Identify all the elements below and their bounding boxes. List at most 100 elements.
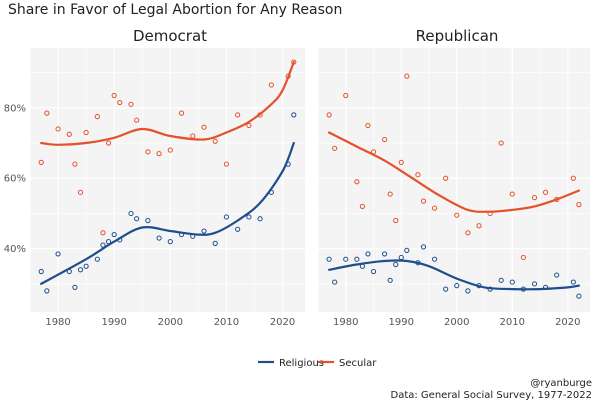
republican-x-tick-label: 1990 (389, 317, 414, 328)
democrat-secular-point (134, 117, 140, 123)
republican-secular-point (570, 175, 576, 181)
democrat-secular-point (128, 101, 134, 107)
republican-panel-background (318, 48, 590, 312)
democrat-religious-point (235, 226, 241, 232)
democrat-secular-point (235, 112, 241, 118)
legend-label-secular: Secular (339, 358, 377, 369)
democrat-religious-point (55, 251, 61, 257)
democrat-panel-title: Democrat (133, 27, 207, 45)
democrat-secular-point (100, 230, 106, 236)
y-tick-label: 80% (4, 103, 26, 114)
democrat-secular-point (55, 126, 61, 132)
republican-secular-point (354, 179, 360, 185)
republican-religious-point (420, 244, 427, 250)
democrat-secular-point (201, 124, 207, 130)
republican-x-tick-label: 1980 (333, 317, 358, 328)
democrat-religious-point (77, 267, 84, 273)
republican-secular-point (531, 195, 538, 201)
republican-religious-point (443, 286, 449, 292)
democrat-secular-point (156, 151, 162, 157)
republican-religious-point (343, 256, 349, 262)
democrat-religious-point (212, 240, 218, 246)
democrat-secular-point (38, 159, 44, 165)
republican-religious-point (576, 293, 582, 299)
democrat-x-tick-label: 2010 (214, 317, 239, 328)
republican-religious-point (332, 279, 338, 285)
republican-secular-point (387, 191, 393, 197)
y-tick-label: 60% (4, 174, 26, 185)
democrat-religious-point (246, 214, 252, 220)
republican-secular-point (454, 212, 460, 218)
democrat-religious-point (201, 228, 207, 234)
democrat-secular-point (117, 99, 123, 106)
democrat-x-tick-label: 2020 (270, 317, 295, 328)
republican-religious-point (365, 251, 371, 257)
democrat-secular-point (145, 149, 151, 155)
democrat-religious-point (291, 112, 297, 118)
democrat-religious-point (111, 231, 117, 238)
democrat-religious-trend-line (40, 141, 295, 285)
republican-religious-point (354, 256, 360, 262)
republican-religious-point (387, 277, 393, 283)
democrat-religious-point (128, 210, 134, 217)
democrat-secular-point (212, 138, 218, 144)
republican-religious-point (382, 251, 388, 257)
republican-x-tick-label: 2020 (555, 317, 580, 328)
democrat-secular-point (72, 161, 78, 167)
democrat-secular-point (105, 140, 112, 146)
democrat-secular-point (246, 122, 252, 129)
democrat-religious-point (145, 217, 151, 224)
republican-secular-point (398, 159, 404, 165)
republican-secular-point (443, 175, 449, 181)
republican-secular-trend-line (328, 131, 580, 213)
democrat-religious-point (94, 256, 100, 262)
democrat-x-tick-label: 2000 (158, 317, 183, 328)
republican-secular-point (520, 254, 526, 261)
democrat-secular-point (223, 161, 230, 167)
republican-secular-point (576, 202, 582, 208)
republican-religious-point (404, 247, 410, 253)
democrat-secular-trend-line (40, 61, 295, 146)
republican-secular-point (404, 73, 410, 79)
republican-secular-point (415, 172, 421, 178)
democrat-secular-point (268, 82, 274, 88)
republican-secular-point (365, 122, 371, 129)
republican-secular-point (420, 198, 427, 204)
republican-religious-point (570, 279, 576, 285)
republican-religious-point (370, 268, 377, 275)
democrat-secular-point (111, 92, 117, 99)
republican-panel-title: Republican (416, 27, 499, 45)
republican-secular-point (326, 112, 332, 118)
republican-religious-point (531, 281, 538, 287)
republican-religious-point (431, 256, 438, 262)
democrat-x-tick-label: 1980 (45, 317, 70, 328)
democrat-panel-background (30, 48, 305, 312)
democrat-secular-point (167, 147, 173, 153)
republican-religious-point (393, 261, 399, 268)
democrat-secular-point (83, 129, 89, 136)
republican-secular-point (393, 217, 399, 224)
democrat-religious-point (72, 284, 78, 290)
chart-title: Share in Favor of Legal Abortion for Any… (8, 2, 343, 18)
legend-label-religious: Religious (279, 358, 324, 369)
republican-secular-point (332, 145, 338, 151)
democrat-religious-point (156, 235, 162, 241)
republican-religious-trend-line (328, 259, 580, 291)
republican-secular-point (382, 136, 388, 143)
republican-religious-point (465, 288, 471, 294)
democrat-religious-point (223, 214, 230, 220)
y-tick-label: 40% (4, 244, 26, 255)
source-note: Data: General Social Survey, 1977-2022 (390, 390, 593, 401)
republican-secular-point (359, 203, 366, 209)
democrat-religious-point (83, 263, 89, 269)
republican-secular-point (498, 140, 504, 146)
democrat-religious-point (257, 216, 263, 222)
democrat-secular-point (178, 110, 185, 116)
republican-secular-point (343, 92, 349, 99)
democrat-religious-point (38, 268, 44, 275)
republican-religious-point (454, 283, 460, 289)
republican-secular-point (476, 223, 482, 229)
republican-x-tick-label: 2010 (500, 317, 525, 328)
author-handle: @ryanburge (530, 378, 592, 389)
